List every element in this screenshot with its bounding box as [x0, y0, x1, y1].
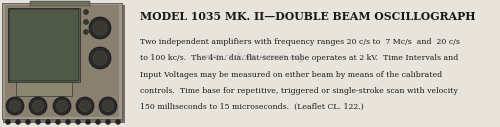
Circle shape	[32, 100, 44, 112]
Circle shape	[84, 20, 88, 25]
Circle shape	[84, 10, 88, 14]
Text: to 100 kc/s.  The 4-in. dia. flat-screen tube operates at 2 kV.  Time Intervals : to 100 kc/s. The 4-in. dia. flat-screen …	[140, 54, 458, 62]
Circle shape	[96, 120, 100, 124]
Circle shape	[89, 17, 111, 39]
Circle shape	[66, 120, 70, 124]
Circle shape	[56, 100, 68, 112]
Text: controls.  Time base for repetitive, triggered or single-stroke scan with veloci: controls. Time base for repetitive, trig…	[140, 87, 458, 95]
Bar	[3, 5, 125, 123]
FancyBboxPatch shape	[9, 9, 79, 81]
Circle shape	[86, 120, 90, 124]
Circle shape	[93, 21, 107, 35]
Circle shape	[29, 97, 47, 115]
Circle shape	[6, 120, 10, 124]
Circle shape	[16, 120, 20, 124]
Text: www.radiomuseum.org: www.radiomuseum.org	[200, 53, 305, 62]
Bar	[2, 3, 122, 119]
Text: MODEL 1035 MK. II—DOUBLE BEAM OSCILLOGRAPH: MODEL 1035 MK. II—DOUBLE BEAM OSCILLOGRA…	[140, 11, 475, 22]
Circle shape	[76, 97, 94, 115]
Circle shape	[26, 120, 30, 124]
Circle shape	[53, 97, 71, 115]
Circle shape	[93, 51, 107, 65]
Bar	[5, 5, 119, 117]
Bar	[16, 82, 72, 96]
Circle shape	[84, 29, 88, 35]
Circle shape	[89, 47, 111, 69]
Circle shape	[56, 120, 60, 124]
Bar	[30, 1, 90, 6]
Circle shape	[36, 120, 41, 124]
Circle shape	[80, 100, 90, 112]
Circle shape	[106, 120, 110, 124]
Circle shape	[10, 100, 20, 112]
Text: 150 milliseconds to 15 microseconds.  (Leaflet CL. 122.): 150 milliseconds to 15 microseconds. (Le…	[140, 103, 364, 111]
Text: Two independent amplifiers with frequency ranges 20 c/s to  7 Mc/s  and  20 c/s: Two independent amplifiers with frequenc…	[140, 38, 460, 46]
Circle shape	[6, 97, 24, 115]
Circle shape	[76, 120, 80, 124]
Circle shape	[46, 120, 51, 124]
Text: Input Voltages may be measured on either beam by means of the calibrated: Input Voltages may be measured on either…	[140, 71, 442, 79]
Circle shape	[99, 97, 117, 115]
Circle shape	[102, 100, 114, 112]
Circle shape	[116, 120, 120, 124]
Bar	[8, 8, 80, 82]
